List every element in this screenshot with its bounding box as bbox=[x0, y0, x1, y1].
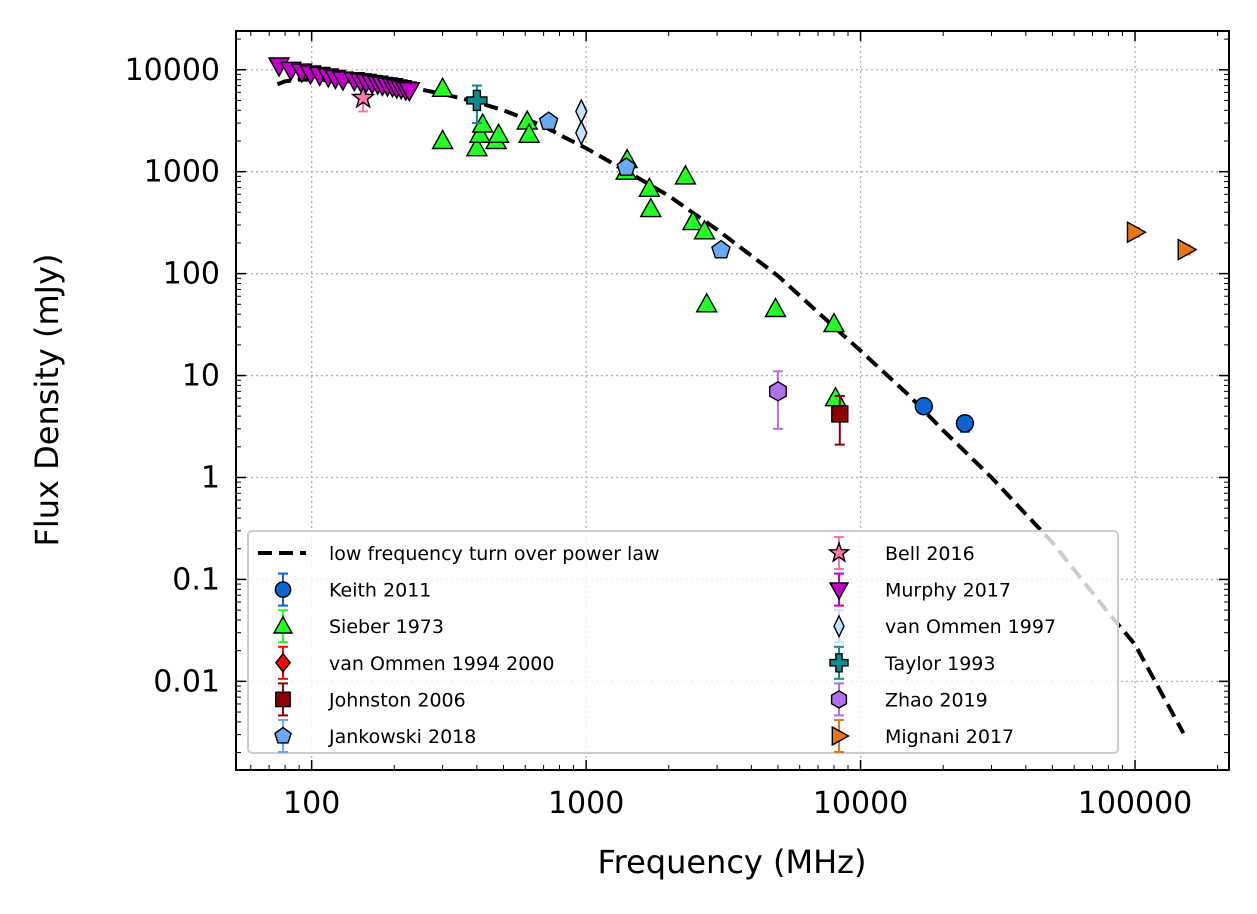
data-point bbox=[764, 297, 787, 318]
y-axis-label: Flux Density (mJy) bbox=[28, 253, 66, 546]
data-point bbox=[693, 219, 716, 240]
x-tick-label: 10000 bbox=[813, 786, 908, 821]
data-point bbox=[431, 129, 454, 150]
series-group bbox=[575, 98, 588, 147]
series-group bbox=[538, 111, 731, 259]
series-group bbox=[769, 370, 787, 430]
legend-label: Jankowski 2018 bbox=[328, 726, 476, 748]
y-tick-label: 10000 bbox=[125, 53, 220, 88]
y-tick-label: 10 bbox=[182, 359, 220, 394]
legend-marker bbox=[828, 582, 850, 601]
legend-label: Murphy 2017 bbox=[885, 580, 1011, 602]
plot-frame bbox=[235, 30, 1230, 771]
legend-marker bbox=[275, 691, 291, 708]
x-tick-label: 100 bbox=[283, 786, 340, 821]
data-point bbox=[674, 164, 697, 185]
data-point bbox=[466, 89, 488, 112]
data-point bbox=[1177, 238, 1198, 261]
x-tick-label: 100000 bbox=[1078, 786, 1193, 821]
axis-ticks bbox=[236, 31, 1229, 770]
legend-label: van Ommen 1994 2000 bbox=[329, 653, 554, 675]
data-point bbox=[831, 405, 849, 423]
data-point bbox=[465, 136, 489, 157]
data-point bbox=[538, 111, 559, 131]
data-point bbox=[695, 292, 718, 313]
legend-marker bbox=[833, 614, 845, 639]
y-tick-label: 0.1 bbox=[172, 562, 220, 597]
series-group bbox=[466, 84, 488, 125]
legend-marker bbox=[827, 541, 851, 563]
legend-label: Taylor 1993 bbox=[884, 653, 995, 675]
data-point bbox=[517, 122, 541, 144]
data-point bbox=[575, 119, 588, 147]
legend-marker bbox=[274, 652, 292, 673]
data-point bbox=[638, 176, 661, 198]
x-axis-label: Frequency (MHz) bbox=[598, 843, 867, 881]
legend-label: Zhao 2019 bbox=[885, 689, 988, 711]
series-group bbox=[914, 397, 975, 433]
data-point bbox=[431, 76, 454, 98]
data-point bbox=[711, 239, 731, 259]
legend-label: van Ommen 1997 bbox=[885, 616, 1056, 638]
y-tick-label: 0.01 bbox=[153, 664, 220, 699]
legend-marker bbox=[274, 726, 292, 744]
data-point bbox=[398, 81, 421, 103]
series-group bbox=[1126, 221, 1198, 261]
data-point bbox=[822, 312, 846, 333]
data-point bbox=[350, 84, 376, 109]
data-point bbox=[681, 210, 705, 231]
legend-items: low frequency turn over power law Keith 2… bbox=[258, 536, 1056, 753]
tick-labels: 100 1000 10000 100000 0.01 0.1 1 10 100 1000 10000 bbox=[125, 53, 1193, 821]
series-group bbox=[831, 395, 849, 446]
x-tick-label: 1000 bbox=[548, 786, 624, 821]
legend-box bbox=[247, 530, 1119, 754]
legend-label: Johnston 2006 bbox=[328, 689, 466, 711]
legend-label: low frequency turn over power law bbox=[329, 543, 660, 565]
data-point bbox=[769, 380, 787, 402]
legend-label: Keith 2011 bbox=[329, 580, 431, 602]
legend-marker bbox=[272, 615, 294, 634]
legend-label: Mignani 2017 bbox=[885, 726, 1014, 748]
data-point bbox=[639, 197, 662, 218]
data-point bbox=[487, 122, 510, 144]
legend-marker bbox=[829, 653, 849, 673]
y-tick-label: 1 bbox=[201, 460, 220, 495]
series-group bbox=[267, 57, 421, 103]
data-point bbox=[616, 157, 637, 176]
legend-label: Sieber 1973 bbox=[329, 616, 444, 638]
legend-marker bbox=[831, 725, 850, 747]
legend-label: Bell 2016 bbox=[885, 543, 975, 565]
legend-marker bbox=[274, 581, 292, 598]
data-points bbox=[267, 57, 1198, 446]
data-point bbox=[1126, 221, 1147, 244]
y-tick-label: 100 bbox=[163, 257, 220, 292]
data-point bbox=[914, 397, 934, 416]
data-point bbox=[955, 414, 975, 433]
legend-marker bbox=[830, 690, 848, 709]
y-tick-label: 1000 bbox=[144, 155, 220, 190]
legend: low frequency turn over power law Keith 2… bbox=[247, 530, 1119, 754]
data-point bbox=[468, 122, 492, 144]
